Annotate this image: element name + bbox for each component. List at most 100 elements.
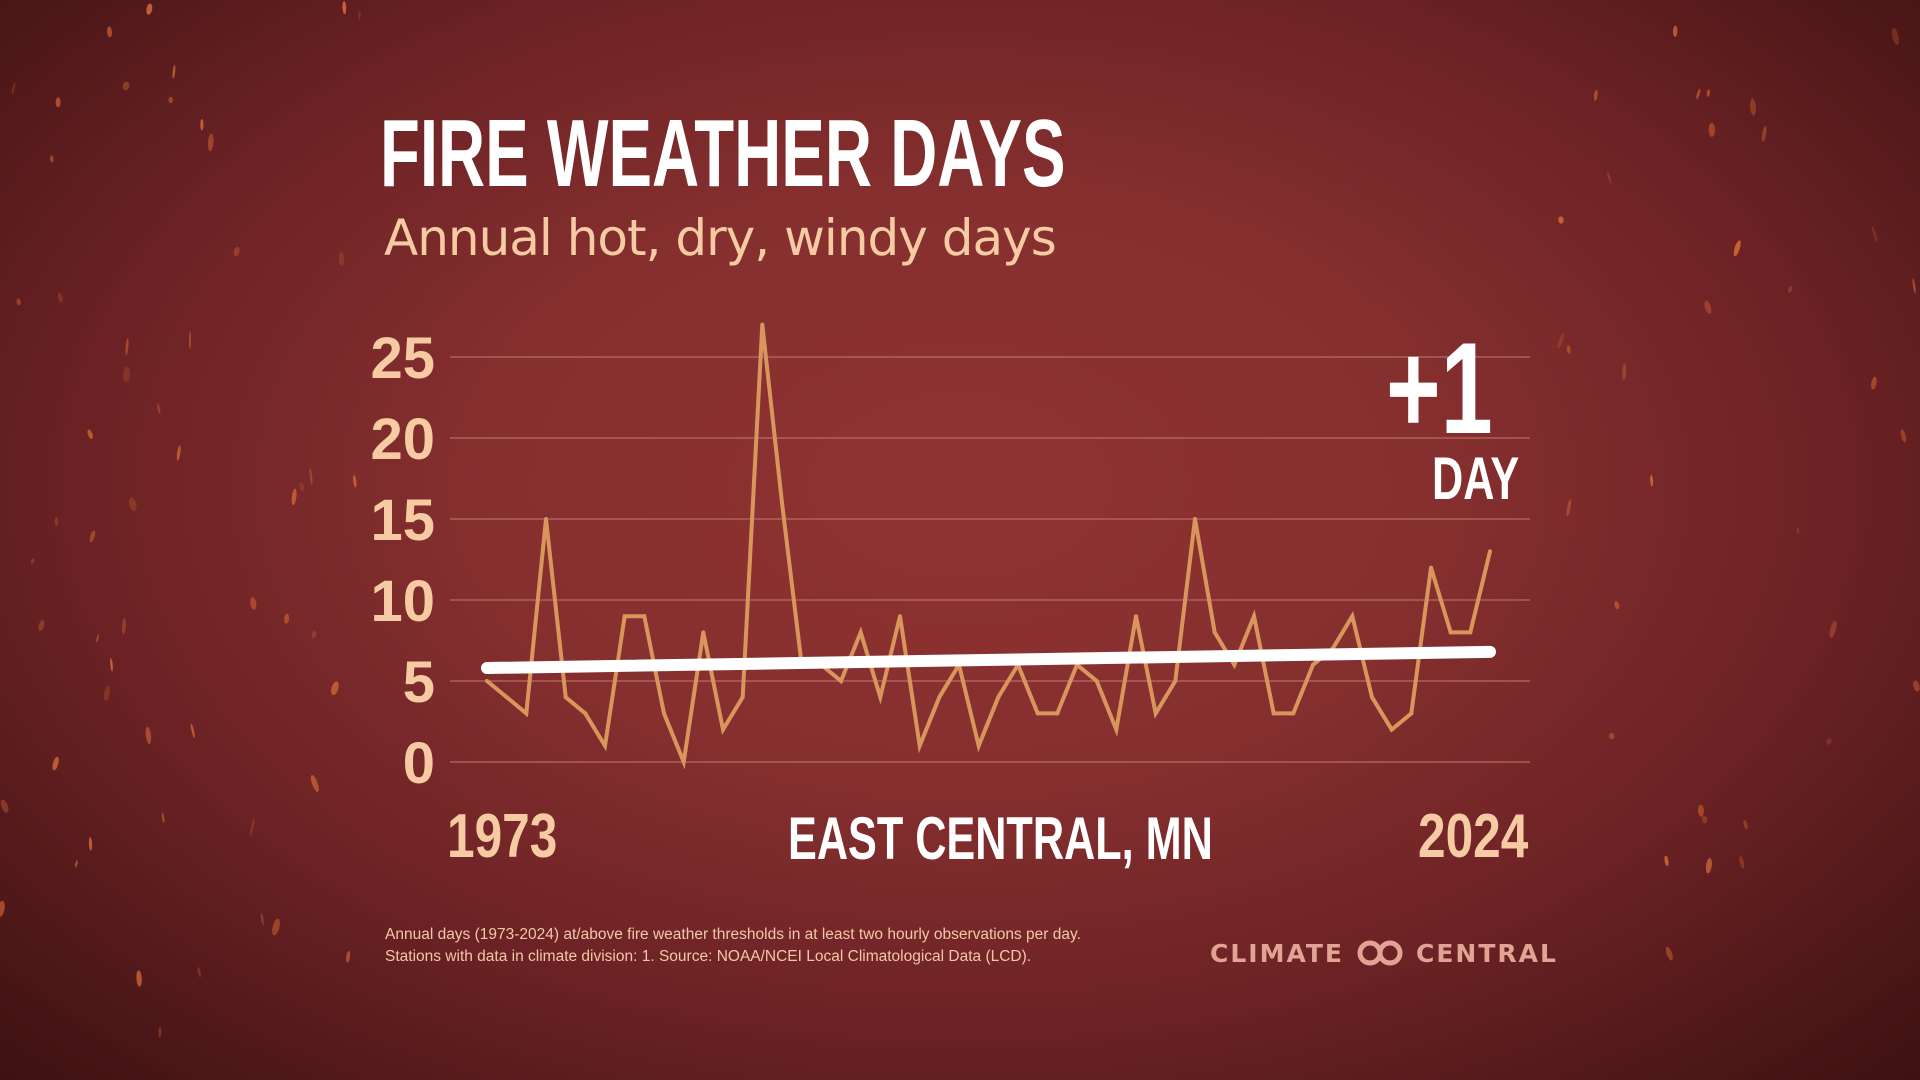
ember-spark (311, 630, 317, 639)
ember-spark (272, 918, 280, 936)
ember-spark (1705, 857, 1712, 874)
ember-spark (55, 97, 61, 108)
ember-spark (291, 488, 297, 506)
ember-spark (1871, 225, 1878, 243)
ember-spark (106, 26, 113, 38)
ember-spark (1614, 601, 1620, 610)
data-point (563, 695, 568, 700)
ember-spark (176, 445, 181, 461)
ember-spark (38, 620, 45, 631)
ember-spark (207, 133, 214, 152)
ember-spark (1593, 89, 1598, 101)
ember-spark (284, 613, 290, 624)
footnote-line-1: Annual days (1973-2024) at/above fire we… (385, 926, 1081, 943)
ember-spark (125, 338, 129, 356)
footnote: Annual days (1973-2024) at/above fire we… (385, 924, 1205, 968)
data-point (1311, 662, 1315, 667)
ember-spark (123, 366, 131, 383)
ember-spark (49, 155, 54, 163)
data-point (898, 614, 902, 619)
ember-spark (52, 756, 59, 771)
ember-spark (146, 3, 153, 15)
y-tick-label: 5 (403, 650, 435, 715)
data-point (1350, 614, 1355, 619)
y-tick-label: 10 (370, 569, 435, 634)
trend-change-unit: DAY (1432, 445, 1520, 512)
ember-spark (168, 96, 173, 104)
data-point (1114, 727, 1119, 732)
ember-spark (0, 900, 5, 917)
y-tick-label: 0 (403, 731, 435, 796)
ember-spark (1900, 429, 1907, 443)
ember-spark (1826, 738, 1832, 745)
data-point (1212, 630, 1217, 635)
data-point (603, 743, 607, 748)
ember-spark (310, 774, 319, 792)
ember-spark (353, 475, 357, 488)
data-point (622, 614, 627, 619)
ember-spark (1622, 363, 1627, 381)
data-point (1468, 630, 1473, 635)
ember-spark (1557, 333, 1564, 349)
ember-spark (122, 81, 130, 91)
ember-spark (1664, 855, 1669, 867)
data-point (937, 695, 942, 700)
ember-spark (342, 1, 347, 15)
ember-spark (200, 119, 204, 131)
brand-right-word: CENTRAL (1416, 938, 1558, 968)
brand-left-word: CLIMATE (1210, 938, 1344, 968)
chart-title: FIRE WEATHER DAYS (380, 100, 1066, 207)
data-point (662, 711, 666, 716)
data-point (1488, 549, 1492, 554)
data-point (917, 743, 922, 748)
ember-spark (1706, 89, 1710, 97)
ember-spark (145, 726, 152, 745)
ember-spark (1672, 25, 1678, 37)
y-tick-label: 25 (370, 326, 435, 391)
ember-spark (358, 10, 361, 20)
data-point (760, 322, 765, 327)
ember-spark (1697, 804, 1704, 817)
data-point (996, 695, 1001, 700)
location-label: EAST CENTRAL, MN (788, 805, 1213, 872)
data-point (1271, 711, 1276, 716)
ember-spark (88, 837, 93, 851)
footnote-line-2: Stations with data in climate division: … (385, 948, 1032, 965)
data-point (1448, 630, 1453, 635)
data-point (839, 679, 843, 683)
trend-change-value: +1 (1386, 315, 1493, 461)
ember-spark (309, 468, 313, 485)
ember-spark (103, 685, 110, 701)
data-point (780, 500, 784, 505)
x-tick-start-year: 1973 (447, 802, 558, 871)
ember-spark (1913, 680, 1920, 692)
ember-spark (1665, 946, 1673, 961)
ember-spark (345, 950, 351, 963)
ember-spark (1788, 285, 1793, 293)
ember-spark (1608, 733, 1615, 740)
gridlines (450, 356, 1530, 763)
ember-spark (1650, 474, 1654, 487)
ember-spark (1566, 345, 1571, 354)
data-point (1409, 711, 1414, 716)
ember-spark (1733, 240, 1741, 257)
data-points (485, 322, 1492, 764)
ember-spark (233, 246, 240, 257)
data-point (1429, 565, 1433, 570)
data-point (1232, 662, 1237, 667)
data-point (1035, 711, 1040, 716)
data-point (701, 630, 706, 635)
data-point (1291, 711, 1296, 716)
ember-spark (1761, 125, 1767, 142)
data-point (1055, 711, 1060, 716)
chart-subtitle: Annual hot, dry, windy days (384, 209, 1057, 267)
data-point (1389, 727, 1394, 732)
ember-spark (1739, 856, 1745, 869)
data-point (740, 695, 745, 700)
data-point (504, 695, 509, 700)
ember-spark (338, 252, 345, 266)
data-point (976, 743, 981, 748)
ember-spark (1607, 171, 1612, 185)
data-point (544, 517, 548, 521)
